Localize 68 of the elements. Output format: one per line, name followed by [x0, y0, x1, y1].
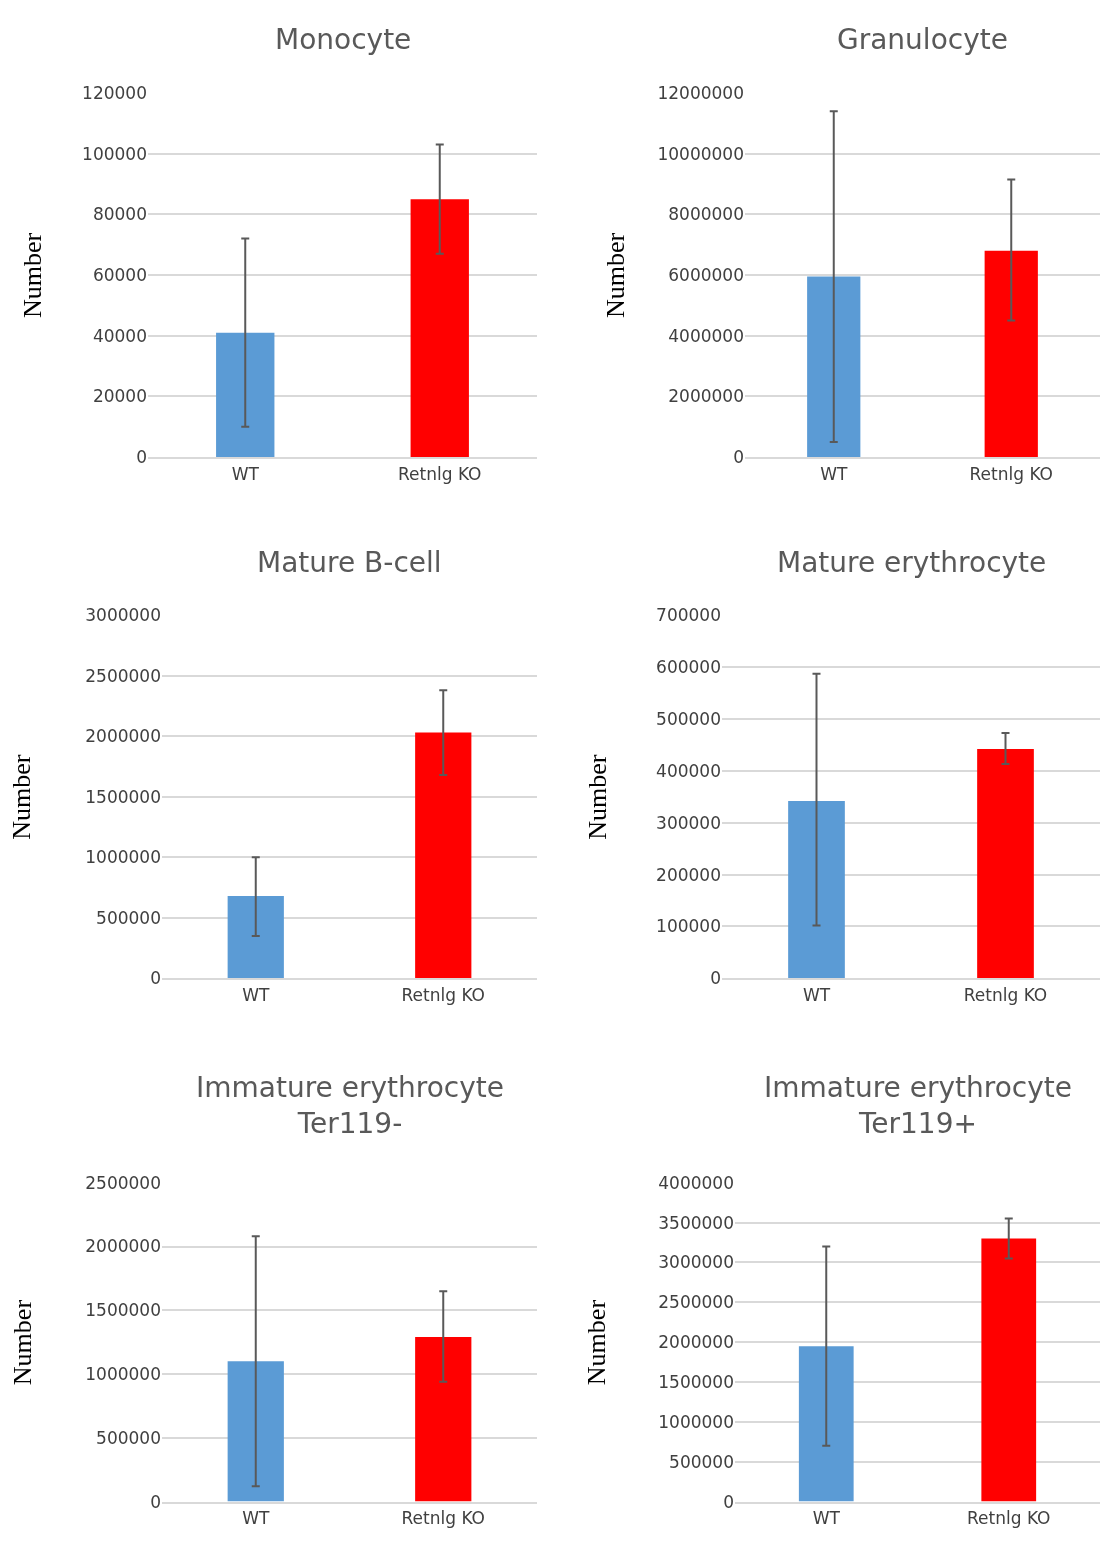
x-tick-label: WT: [242, 984, 270, 1005]
y-tick-label: 0: [723, 1491, 734, 1512]
y-tick-label: 500000: [96, 1427, 161, 1448]
y-tick-label: 20000: [92, 386, 147, 407]
y-tick-label: 6000000: [668, 265, 744, 285]
x-tick-label: Retnlg KO: [401, 1507, 485, 1528]
y-axis-title: Number: [7, 754, 37, 840]
y-tick-label: 600000: [656, 656, 721, 677]
y-tick-label: 1000000: [658, 1411, 734, 1432]
y-tick-label: 200000: [656, 864, 721, 885]
y-tick-label: 3500000: [658, 1212, 734, 1233]
y-tick-label: 2000000: [668, 386, 744, 407]
y-tick-label: 500000: [669, 1451, 734, 1472]
x-tick-label: WT: [820, 463, 848, 484]
x-tick-label: WT: [802, 984, 831, 1005]
chart-title: Mature B-cell: [257, 546, 442, 579]
chart-title: Granulocyte: [837, 23, 1008, 56]
y-tick-label: 0: [150, 1491, 161, 1512]
x-tick-label: Retnlg KO: [969, 463, 1053, 484]
y-tick-label: 10000000: [657, 143, 744, 164]
chart-title: Monocyte: [275, 23, 412, 56]
y-tick-label: 1000000: [85, 847, 161, 868]
chart-title: Immature erythrocyte Ter119+: [764, 1071, 1072, 1141]
y-tick-label: 500000: [656, 708, 721, 729]
y-tick-label: 2000000: [658, 1332, 734, 1353]
y-tick-label: 100000: [82, 143, 147, 164]
x-tick-label: Retnlg KO: [967, 1507, 1051, 1528]
x-tick-label: WT: [812, 1507, 841, 1528]
y-tick-label: 500000: [96, 907, 161, 928]
y-tick-label: 100000: [656, 916, 721, 937]
y-tick-label: 8000000: [668, 204, 744, 225]
y-tick-label: 0: [150, 968, 161, 989]
x-tick-label: WT: [231, 463, 260, 484]
y-tick-label: 3000000: [658, 1252, 734, 1273]
y-tick-label: 2000000: [85, 1236, 161, 1257]
y-tick-label: 700000: [656, 605, 721, 626]
y-axis-title: Number: [7, 1299, 37, 1386]
y-tick-label: 0: [710, 968, 721, 989]
y-tick-label: 3000000: [85, 605, 161, 626]
y-tick-label: 1000000: [85, 1363, 161, 1384]
chart-title: Mature erythrocyte: [777, 546, 1047, 579]
y-tick-label: 300000: [656, 812, 721, 833]
y-tick-label: 80000: [92, 204, 147, 225]
x-tick-label: WT: [242, 1507, 270, 1528]
y-tick-label: 1500000: [85, 786, 161, 807]
y-tick-label: 2500000: [658, 1292, 734, 1313]
y-tick-label: 400000: [656, 760, 721, 781]
y-tick-label: 1500000: [85, 1300, 161, 1321]
y-tick-label: 120000: [82, 82, 147, 103]
y-tick-label: 2000000: [85, 726, 161, 747]
y-tick-label: 60000: [92, 265, 147, 285]
y-axis-title: Number: [600, 232, 630, 319]
y-tick-label: 12000000: [657, 82, 744, 103]
y-tick-label: 2500000: [85, 1172, 161, 1193]
y-axis-title: Number: [17, 232, 47, 319]
y-tick-label: 2500000: [85, 665, 161, 686]
y-axis-title: Number: [583, 754, 613, 840]
y-tick-label: 4000000: [658, 1172, 734, 1193]
x-tick-label: Retnlg KO: [401, 984, 485, 1005]
x-tick-label: Retnlg KO: [398, 463, 482, 484]
y-tick-label: 0: [136, 447, 147, 468]
x-tick-label: Retnlg KO: [963, 984, 1048, 1005]
y-axis-title: Number: [581, 1299, 611, 1386]
y-tick-label: 1500000: [658, 1371, 734, 1392]
y-tick-label: 0: [733, 447, 744, 468]
chart-title: Immature erythrocyte Ter119-: [196, 1071, 504, 1141]
y-tick-label: 40000: [92, 325, 147, 346]
y-tick-label: 4000000: [668, 325, 744, 346]
